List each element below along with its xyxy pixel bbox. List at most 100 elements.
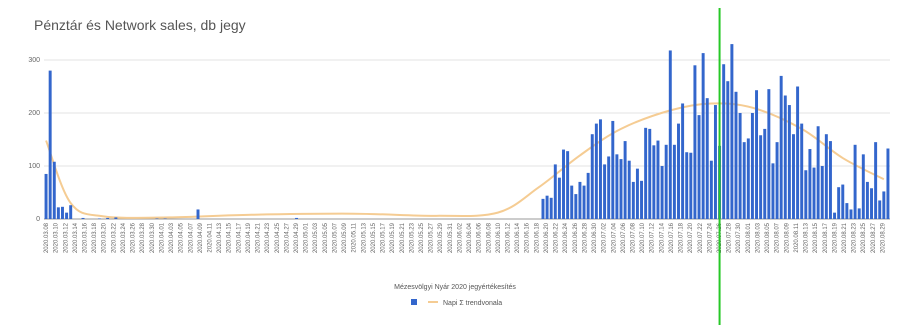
bar — [750, 113, 754, 219]
bar — [81, 217, 85, 219]
bar — [787, 105, 791, 219]
x-tick-label: 2020.05.09 — [342, 222, 348, 253]
x-tick-label: 2020.08.15 — [813, 222, 819, 253]
bar — [607, 156, 611, 219]
x-tick-label: 2020.06.08 — [486, 222, 492, 253]
bar — [796, 86, 800, 219]
trend-line-group — [45, 102, 885, 219]
x-tick-label: 2020.05.29 — [438, 222, 444, 253]
y-tick-label: 300 — [28, 57, 40, 64]
bar — [775, 142, 779, 219]
bar — [759, 135, 763, 219]
bar — [61, 206, 64, 219]
x-tick-label: 2020.07.28 — [727, 222, 733, 253]
bar — [611, 120, 615, 219]
x-tick-label: 2020.04.17 — [236, 222, 242, 253]
x-tick-label: 2020.07.10 — [640, 222, 646, 253]
x-tick-label: 2020.04.21 — [256, 222, 262, 253]
x-tick-label: 2020.06.26 — [573, 222, 579, 253]
x-tick-label: 2020.05.03 — [313, 222, 319, 253]
x-tick-label: 2020.03.18 — [92, 222, 98, 253]
bar — [701, 53, 705, 219]
x-tick-label: 2020.03.26 — [131, 222, 137, 253]
bar — [800, 123, 804, 219]
x-tick-label: 2020.06.30 — [592, 222, 598, 253]
bar — [574, 194, 578, 219]
bar — [824, 134, 828, 219]
y-tick-label: 200 — [28, 110, 40, 117]
x-tick-label: 2020.06.02 — [457, 222, 463, 253]
x-tick-label: 2020.05.19 — [390, 222, 396, 253]
x-tick-label: 2020.05.07 — [332, 222, 338, 253]
x-tick-label: 2020.08.05 — [765, 222, 771, 253]
x-tick-label: 2020.07.18 — [679, 222, 685, 253]
bar — [886, 148, 890, 219]
bar — [619, 159, 623, 219]
bar — [582, 185, 586, 219]
bar — [763, 128, 767, 219]
bar — [792, 134, 795, 219]
bar — [845, 203, 849, 219]
bar — [44, 173, 48, 219]
y-tick-label: 0 — [36, 216, 40, 223]
x-tick-label: 2020.08.29 — [880, 222, 886, 253]
x-tick-label: 2020.06.16 — [525, 222, 531, 253]
bar — [870, 188, 873, 219]
x-tick-label: 2020.05.01 — [304, 222, 310, 253]
bar — [549, 197, 553, 219]
x-tick-label: 2020.08.11 — [794, 222, 800, 252]
x-tick-label: 2020.04.19 — [246, 222, 252, 253]
bar — [627, 160, 631, 219]
bar — [562, 149, 565, 219]
x-tick-label: 2020.08.13 — [804, 222, 810, 253]
bar — [681, 103, 685, 219]
x-tick-label: 2020.07.16 — [669, 222, 675, 253]
x-tick-label: 2020.04.07 — [188, 222, 194, 253]
bar — [598, 119, 602, 219]
x-tick-label: 2020.08.01 — [746, 222, 752, 253]
x-tick-label: 2020.04.09 — [198, 222, 204, 253]
x-tick-label: 2020.05.05 — [323, 222, 329, 253]
x-tick-label: 2020.05.23 — [409, 222, 415, 253]
y-tick-label: 100 — [28, 163, 40, 170]
x-tick-label: 2020.04.13 — [217, 222, 223, 253]
bar — [566, 151, 570, 219]
bar — [52, 161, 56, 219]
x-tick-label: 2020.05.27 — [429, 222, 435, 253]
x-tick-label: 2020.03.10 — [54, 222, 60, 253]
bar — [578, 181, 582, 219]
bar — [828, 141, 832, 219]
y-axis-ticks: 0 100 200 300 — [28, 57, 40, 223]
x-tick-label: 2020.06.28 — [582, 222, 588, 253]
bar — [677, 123, 680, 219]
bar — [808, 149, 812, 219]
bar — [541, 198, 545, 219]
bar — [635, 168, 639, 219]
bar — [652, 145, 656, 219]
bar — [114, 217, 118, 219]
x-tick-label: 2020.08.09 — [784, 222, 790, 253]
bar — [804, 170, 808, 219]
x-tick-label: 2020.08.07 — [775, 222, 781, 253]
x-tick-label: 2020.05.25 — [419, 222, 425, 253]
bar — [69, 205, 73, 219]
x-tick-label: 2020.03.20 — [102, 222, 108, 253]
bar — [586, 172, 590, 219]
bar — [594, 123, 598, 219]
x-tick-label: 2020.04.01 — [159, 222, 165, 253]
x-tick-label: 2020.07.04 — [611, 222, 617, 253]
bar — [820, 166, 824, 219]
x-tick-label: 2020.06.14 — [515, 222, 521, 253]
x-tick-label: 2020.03.14 — [73, 222, 79, 253]
bar — [709, 160, 713, 219]
x-tick-label: 2020.08.03 — [755, 222, 761, 253]
legend-trend-label: Napi Σ trendvonala — [443, 300, 502, 307]
bar — [557, 177, 561, 219]
bar — [603, 164, 607, 219]
x-tick-label: 2020.06.10 — [496, 222, 502, 253]
bar — [874, 142, 878, 219]
bar — [755, 90, 759, 220]
x-tick-label: 2020.04.25 — [275, 222, 281, 253]
bar — [644, 127, 648, 219]
